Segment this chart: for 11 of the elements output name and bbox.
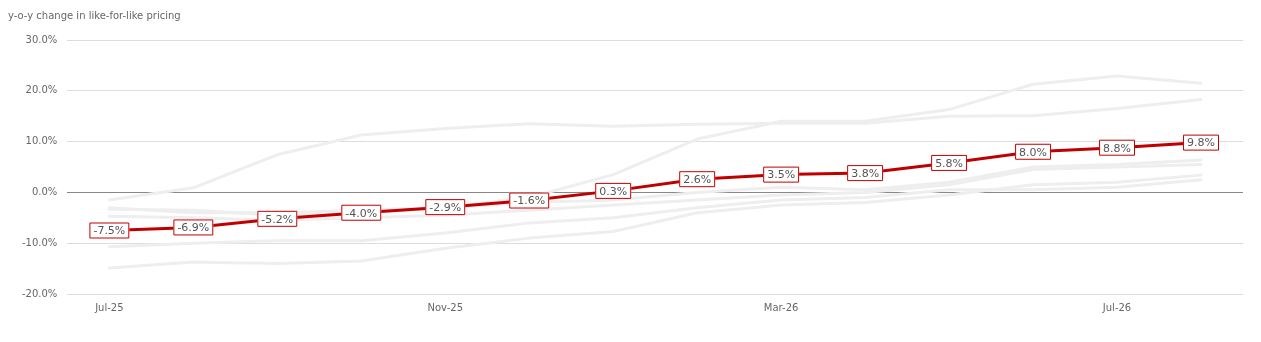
x-tick-label: Jul-26: [1101, 301, 1132, 313]
x-tick-label: Jul-25: [94, 301, 124, 313]
x-tick-label: Mar-26: [763, 301, 799, 313]
y-tick-label: 10.0%: [25, 135, 58, 147]
y-tick-label: -20.0%: [21, 287, 58, 299]
y-tick-label: 30.0%: [25, 33, 58, 45]
y-tick-label: 20.0%: [25, 84, 58, 96]
y-tick-label: -10.0%: [21, 236, 58, 248]
y-tick-label: 0.0%: [31, 185, 58, 197]
x-tick-label: Nov-25: [427, 301, 464, 313]
y-axis-title: y-o-y change in like-for-like pricing: [8, 10, 181, 21]
